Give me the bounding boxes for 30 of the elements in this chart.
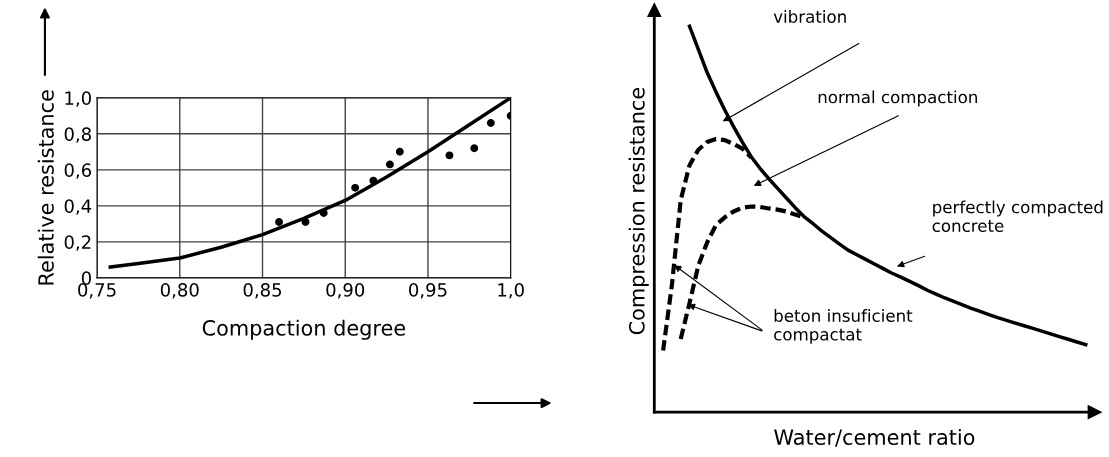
annotation: beton insuficient compactat [774, 309, 913, 344]
text: vibration [773, 10, 846, 23]
annotation: perfectly compacted concrete [932, 200, 1103, 233]
annotation: normal compaction [818, 90, 977, 107]
point [486, 119, 495, 127]
x-tick-label: 0,95 [409, 283, 447, 299]
y-tick-label: 0,2 [64, 235, 91, 251]
y-tick-label: 0,4 [64, 199, 92, 215]
point [301, 218, 310, 226]
y-tick-label: 0,8 [64, 127, 91, 143]
x-axis-title: Water/cement ratio [774, 428, 975, 447]
point [351, 183, 360, 192]
x-tick-label: 1,0 [498, 283, 524, 299]
y-tick-label: 1,0 [65, 91, 91, 107]
point [445, 151, 454, 160]
point [369, 176, 378, 185]
point [385, 160, 394, 169]
y-axis-title: Compression resistance [628, 87, 649, 335]
x-axis-title: Compaction degree [202, 319, 406, 340]
y-tick-label: 0,6 [64, 163, 92, 179]
x-tick-label: 0,85 [243, 283, 282, 299]
point [319, 209, 328, 217]
y-axis-title: Relative resistance [37, 90, 54, 285]
point [395, 147, 404, 156]
point [275, 218, 283, 226]
y-tick-label: 0 [81, 271, 91, 285]
x-tick-label: 0,75 [78, 283, 116, 299]
x-tick-label: 0,90 [326, 283, 365, 299]
point [470, 144, 479, 153]
x-tick-label: 0,80 [160, 283, 199, 299]
